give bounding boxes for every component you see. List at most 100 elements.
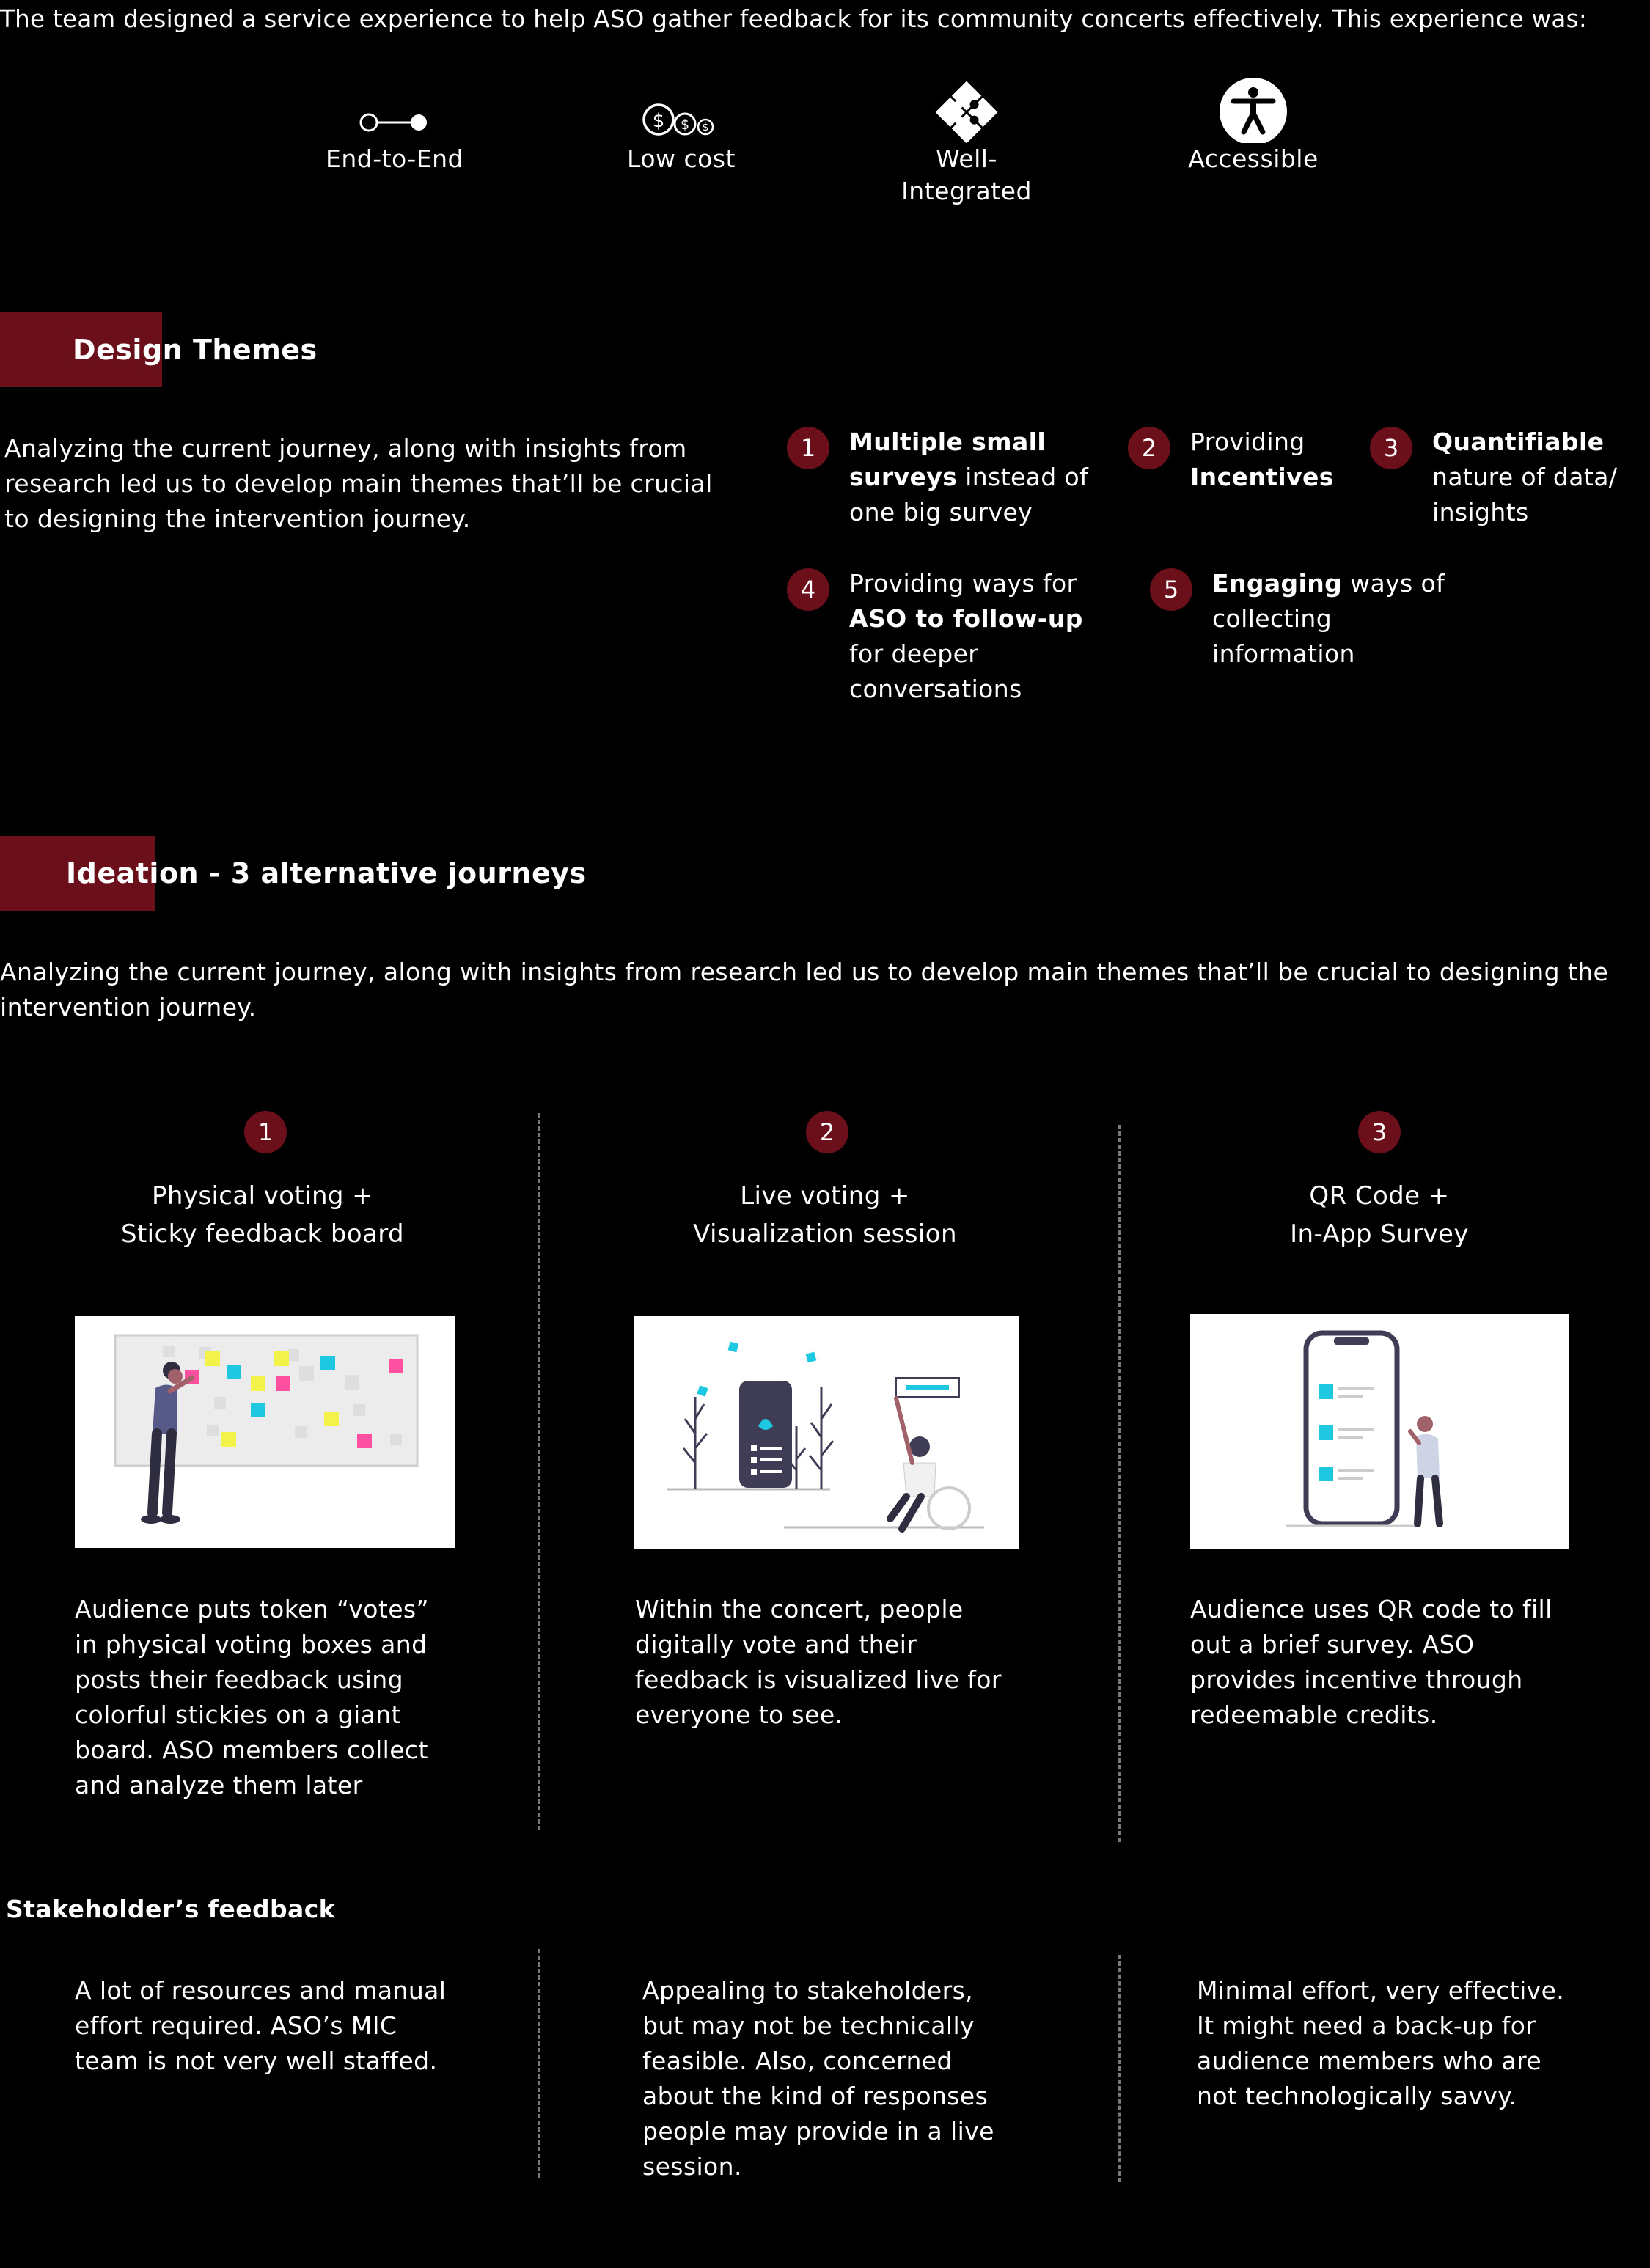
column-divider (538, 1949, 540, 2178)
stakeholder-feedback-line: not technologically savvy. (1197, 2082, 1517, 2110)
design-themes-description: Analyzing the current journey, along wit… (4, 434, 713, 533)
journey-title-line: In-App Survey (1290, 1219, 1469, 1249)
journey-number-badge: 3 (1358, 1111, 1401, 1153)
theme-emphasis: ASO to follow-up (849, 604, 1083, 633)
theme-text-line: insights (1432, 495, 1617, 530)
illustration-sticky-board (75, 1316, 455, 1548)
attribute-well-integrated: Well-Integrated (871, 79, 1062, 208)
column-divider (538, 1113, 540, 1830)
illustration-live-voting (634, 1316, 1019, 1549)
attribute-label: End-to-End (326, 144, 463, 173)
stakeholder-feedback-line: but may not be technically (642, 2011, 975, 2040)
stakeholder-feedback-line: effort required. ASO’s MIC (75, 2011, 397, 2040)
theme-text-segment: Providing ways for (849, 569, 1077, 598)
theme-text-segment: for deeper (849, 639, 979, 668)
stakeholder-feedback-line: about the kind of responses (642, 2082, 989, 2110)
column-divider (1118, 1125, 1121, 1842)
theme-text-line: Providing (1190, 425, 1334, 460)
stakeholder-feedback-line: A lot of resources and manual (75, 1976, 447, 2005)
journey-description-line: everyone to see. (635, 1700, 843, 1729)
theme-emphasis: surveys (849, 463, 958, 491)
stakeholder-feedback-line: team is not very well staffed. (75, 2047, 438, 2075)
journey-description-line: board. ASO members collect (75, 1736, 428, 1764)
illustration-qr-survey (1190, 1314, 1569, 1549)
theme-text-line: Providing ways for (849, 566, 1083, 601)
theme-text: Multiple small surveys instead of one big … (849, 425, 1088, 530)
theme-number-badge: 4 (787, 568, 829, 611)
theme-text-segment: ways of (1342, 569, 1445, 598)
column-divider (1118, 1955, 1121, 2182)
journey-title-line: Visualization session (693, 1219, 957, 1249)
section-title-ideation: Ideation - 3 alternative journeys (66, 857, 587, 889)
stakeholder-feedback-heading: Stakeholder’s feedback (6, 1895, 335, 1923)
svg-text:$: $ (703, 122, 709, 133)
sticky-board-illustration (114, 1334, 419, 1524)
theme-text: Quantifiable nature of data/insights (1432, 425, 1617, 530)
theme-text-line: surveys instead of (849, 460, 1088, 495)
stakeholder-feedback-line: It might need a back-up for (1197, 2011, 1536, 2040)
theme-number-badge: 1 (787, 427, 829, 469)
journey-description: Within the concert, people digitally vote… (635, 1592, 1002, 1733)
theme-text-segment: information (1212, 639, 1355, 668)
journey-description-line: Audience uses QR code to fill (1190, 1595, 1552, 1623)
theme-text-line: conversations (849, 672, 1083, 707)
intro-text: The team designed a service experience t… (0, 5, 1588, 33)
journey-description-line: in physical voting boxes and (75, 1630, 428, 1659)
theme-text-segment: conversations (849, 675, 1022, 703)
ideation-description: Analyzing the current journey, along wit… (0, 955, 1608, 1025)
section-title-design-themes: Design Themes (73, 334, 318, 366)
journey-title-line: Physical voting + (151, 1181, 374, 1211)
journey-title-line: QR Code + (1309, 1181, 1450, 1211)
svg-text:$: $ (681, 117, 689, 133)
svg-text:$: $ (653, 110, 665, 132)
ideation-description-line: intervention journey. (0, 993, 257, 1021)
theme-text-segment: Providing (1190, 427, 1305, 456)
theme-text: Providing Incentives (1190, 425, 1334, 495)
journey-description-line: digitally vote and their (635, 1630, 917, 1659)
journey-description-line: out a brief survey. ASO (1190, 1630, 1475, 1659)
journey-title: Physical voting + Sticky feedback board (57, 1177, 468, 1253)
theme-text-line: information (1212, 636, 1445, 672)
journey-number-badge: 2 (806, 1111, 848, 1153)
journey-number-badge: 1 (244, 1111, 287, 1153)
journey-description-line: redeemable credits. (1190, 1700, 1438, 1729)
theme-text-segment: collecting (1212, 604, 1332, 633)
attribute-label: Low cost (627, 144, 736, 173)
theme-emphasis: Multiple small (849, 427, 1046, 456)
journey-title: QR Code + In-App Survey (1174, 1177, 1585, 1253)
journey-description-line: feedback is visualized live for (635, 1665, 1002, 1694)
theme-text-line: nature of data/ (1432, 460, 1617, 495)
journey-description-line: posts their feedback using (75, 1665, 403, 1694)
stakeholder-feedback-line: session. (642, 2152, 742, 2181)
theme-text-line: ASO to follow-up (849, 601, 1083, 636)
stakeholder-feedback-text: A lot of resources and manual effort requ… (75, 1973, 446, 2079)
theme-text: Providing ways for ASO to follow-up for de… (849, 566, 1083, 707)
stakeholder-feedback-line: feasible. Also, concerned (642, 2047, 953, 2075)
journey-description: Audience puts token “votes” in physical v… (75, 1592, 429, 1803)
coins-icon: $ $ $ (642, 103, 714, 136)
theme-emphasis: Incentives (1190, 463, 1334, 491)
journey-description: Audience uses QR code to fill out a brief… (1190, 1592, 1552, 1733)
theme-text-line: collecting (1212, 601, 1445, 636)
section-accent-bar (0, 836, 155, 911)
stakeholder-feedback-line: audience members who are (1197, 2047, 1542, 2075)
theme-text-line: Multiple small (849, 425, 1088, 460)
theme-text: Engaging ways of collecting information (1212, 566, 1445, 672)
journey-description-line: Audience puts token “votes” (75, 1595, 429, 1623)
attribute-end-to-end: End-to-End (299, 99, 490, 175)
stakeholder-feedback-line: Appealing to stakeholders, (642, 1976, 974, 2005)
qr-survey-illustration (1286, 1330, 1443, 1527)
theme-text-segment: instead of (957, 463, 1089, 491)
ideation-description-line: Analyzing the current journey, along wit… (0, 958, 1609, 986)
end-to-end-icon (359, 113, 427, 132)
accessibility-icon (1220, 78, 1287, 143)
journey-description-line: colorful stickies on a giant (75, 1700, 401, 1729)
attribute-label: Accessible (1188, 144, 1319, 173)
theme-text-line: Engaging ways of (1212, 566, 1445, 601)
theme-text-segment: one big survey (849, 498, 1033, 526)
stakeholder-feedback-text: Appealing to stakeholders, but may not be… (642, 1973, 994, 2184)
journey-title-line: Live voting + (740, 1181, 910, 1211)
journey-description-line: and analyze them later (75, 1771, 363, 1799)
theme-number-badge: 5 (1150, 568, 1192, 611)
puzzle-icon (935, 81, 998, 143)
